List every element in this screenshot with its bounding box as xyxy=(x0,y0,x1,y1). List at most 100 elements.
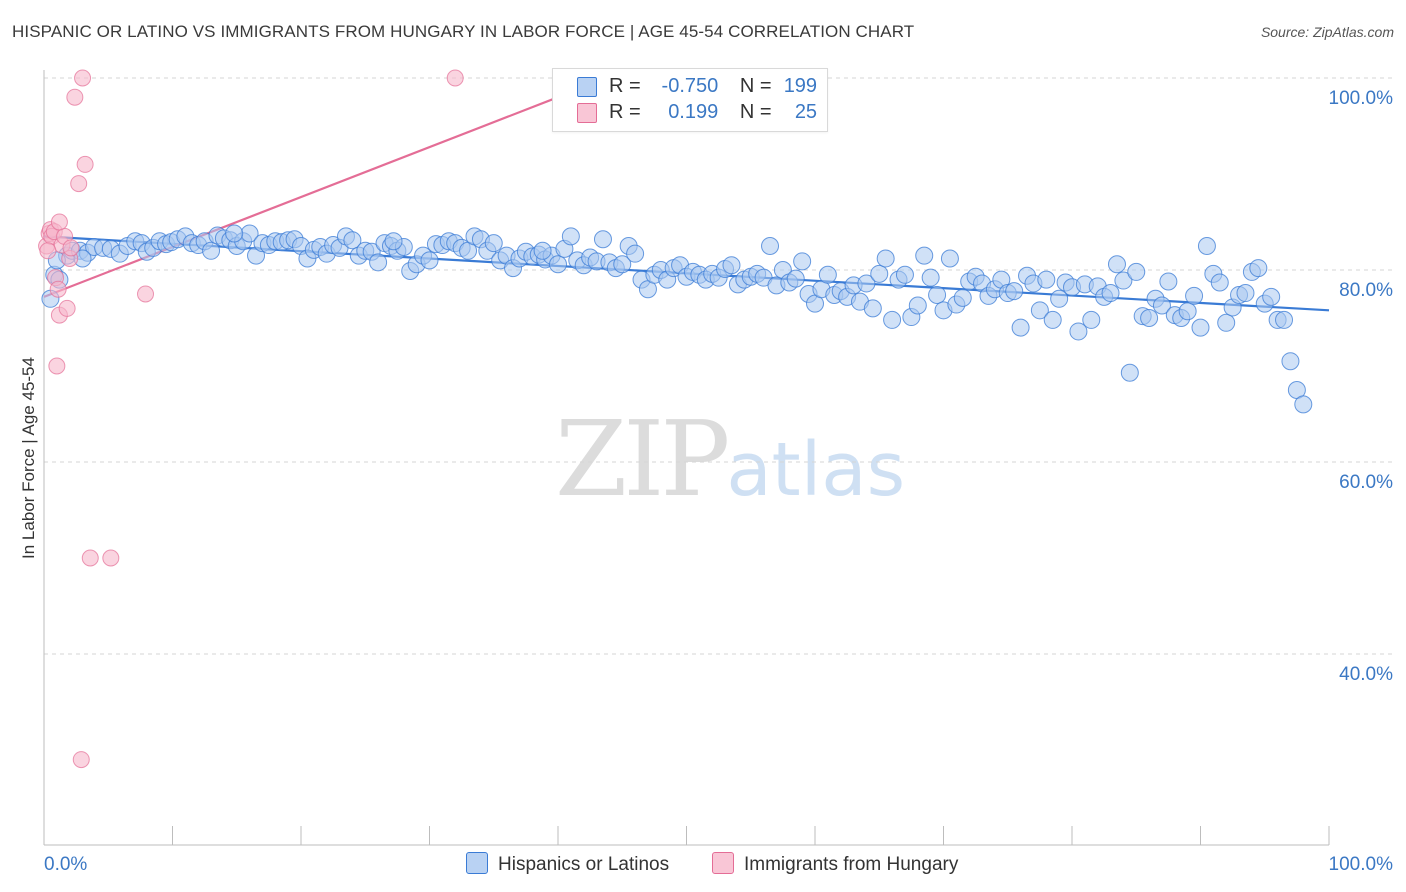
legend-n-value: 25 xyxy=(794,101,818,123)
point-hispanic xyxy=(793,252,812,271)
point-hispanic xyxy=(1082,310,1101,329)
bottom-legend-swatch-pink xyxy=(712,852,734,874)
point-hispanic xyxy=(613,255,632,274)
chart-source: Source: ZipAtlas.com xyxy=(1260,24,1394,40)
point-hispanic xyxy=(384,232,403,251)
point-hungary xyxy=(50,213,68,231)
x-tick-label-end: 100.0% xyxy=(1329,854,1394,875)
legend-r-value: -0.750 xyxy=(661,75,719,97)
point-hungary xyxy=(81,549,99,567)
y-tick-label: 40.0% xyxy=(1339,664,1393,685)
point-hispanic xyxy=(225,224,244,243)
chart-title: HISPANIC OR LATINO VS IMMIGRANTS FROM HU… xyxy=(12,22,915,41)
point-hispanic xyxy=(1249,259,1268,278)
point-hispanic xyxy=(953,288,972,307)
point-hispanic xyxy=(549,255,567,274)
point-hungary xyxy=(72,751,90,769)
point-hispanic xyxy=(915,246,934,265)
point-hispanic xyxy=(1152,296,1171,315)
point-hispanic xyxy=(343,231,362,250)
point-hispanic xyxy=(1159,272,1178,291)
point-hispanic xyxy=(1178,302,1197,321)
point-hispanic xyxy=(484,234,503,253)
point-hispanic xyxy=(1281,352,1300,371)
point-hispanic xyxy=(1037,270,1056,289)
point-hispanic xyxy=(533,241,552,260)
point-hispanic xyxy=(883,310,902,329)
legend-n-label: N = xyxy=(739,101,772,123)
point-hungary xyxy=(102,549,120,567)
legend-r-value: 0.199 xyxy=(668,101,719,123)
point-hispanic xyxy=(940,249,959,268)
point-hispanic xyxy=(722,256,741,275)
watermark: ZIPatlas xyxy=(555,398,905,520)
point-hispanic xyxy=(1275,310,1294,329)
point-hispanic xyxy=(1294,395,1313,414)
point-hispanic xyxy=(1114,271,1133,290)
legend-r-label: R = xyxy=(609,101,641,123)
legend-swatch-blue xyxy=(577,77,597,97)
y-tick-label: 80.0% xyxy=(1339,280,1393,301)
scatter-points xyxy=(38,69,1313,769)
point-hispanic xyxy=(1217,313,1236,332)
point-hispanic xyxy=(876,249,895,268)
point-hispanic xyxy=(1236,284,1255,303)
point-hispanic xyxy=(1191,318,1210,337)
axes xyxy=(43,70,1330,846)
bottom-legend-pink: Immigrants from Hungary xyxy=(712,852,958,876)
watermark-zip: ZIP xyxy=(555,398,730,520)
point-hispanic xyxy=(1050,289,1069,308)
point-hispanic xyxy=(1127,262,1146,281)
point-hispanic xyxy=(1011,318,1030,337)
bottom-legend-swatch-blue xyxy=(466,852,488,874)
point-hungary xyxy=(62,239,80,257)
point-hispanic xyxy=(369,253,388,272)
point-hispanic xyxy=(1120,363,1139,382)
point-hispanic xyxy=(921,268,940,287)
point-hispanic xyxy=(1043,310,1062,329)
point-hispanic xyxy=(1101,284,1120,303)
point-hungary xyxy=(48,357,66,375)
point-hispanic xyxy=(786,269,805,288)
point-hispanic xyxy=(1185,286,1204,305)
point-hispanic xyxy=(908,296,927,315)
point-hispanic xyxy=(420,251,439,270)
grid-lines xyxy=(44,77,1393,655)
point-hispanic xyxy=(928,285,947,304)
point-hispanic xyxy=(1005,282,1024,301)
bottom-legend-label-blue: Hispanics or Latinos xyxy=(498,854,670,875)
point-hungary xyxy=(58,299,76,317)
point-hispanic xyxy=(1197,237,1216,255)
stats-legend: R = -0.750 N = 199 R = 0.199 N = 25 xyxy=(552,68,828,132)
point-hispanic xyxy=(1030,301,1049,320)
point-hungary xyxy=(74,69,92,87)
y-tick-label: 60.0% xyxy=(1339,472,1393,493)
point-hispanic xyxy=(870,264,889,283)
point-hungary xyxy=(446,69,464,87)
point-hispanic xyxy=(202,241,221,260)
point-hispanic xyxy=(761,237,780,255)
point-hispanic xyxy=(1140,309,1159,327)
point-hungary xyxy=(137,285,155,303)
point-hungary xyxy=(49,280,67,298)
point-hispanic xyxy=(593,230,612,249)
point-hungary xyxy=(66,88,84,106)
point-hispanic xyxy=(1210,273,1229,292)
bottom-legend-blue: Hispanics or Latinos xyxy=(466,852,669,876)
point-hispanic xyxy=(626,244,645,263)
point-hungary xyxy=(39,242,57,260)
point-hispanic xyxy=(818,265,837,284)
x-tick-label-start: 0.0% xyxy=(44,854,87,875)
watermark-atlas: atlas xyxy=(726,427,906,513)
point-hispanic xyxy=(863,299,882,318)
trend-line-hungary xyxy=(43,96,559,298)
point-hispanic xyxy=(561,227,580,246)
legend-r-label: R = xyxy=(609,75,641,97)
point-hispanic xyxy=(857,274,876,293)
point-hispanic xyxy=(1262,287,1281,306)
point-hispanic xyxy=(895,265,914,284)
legend-swatch-pink xyxy=(577,103,597,123)
legend-n-value: 199 xyxy=(783,75,818,97)
point-hispanic xyxy=(1107,255,1126,274)
